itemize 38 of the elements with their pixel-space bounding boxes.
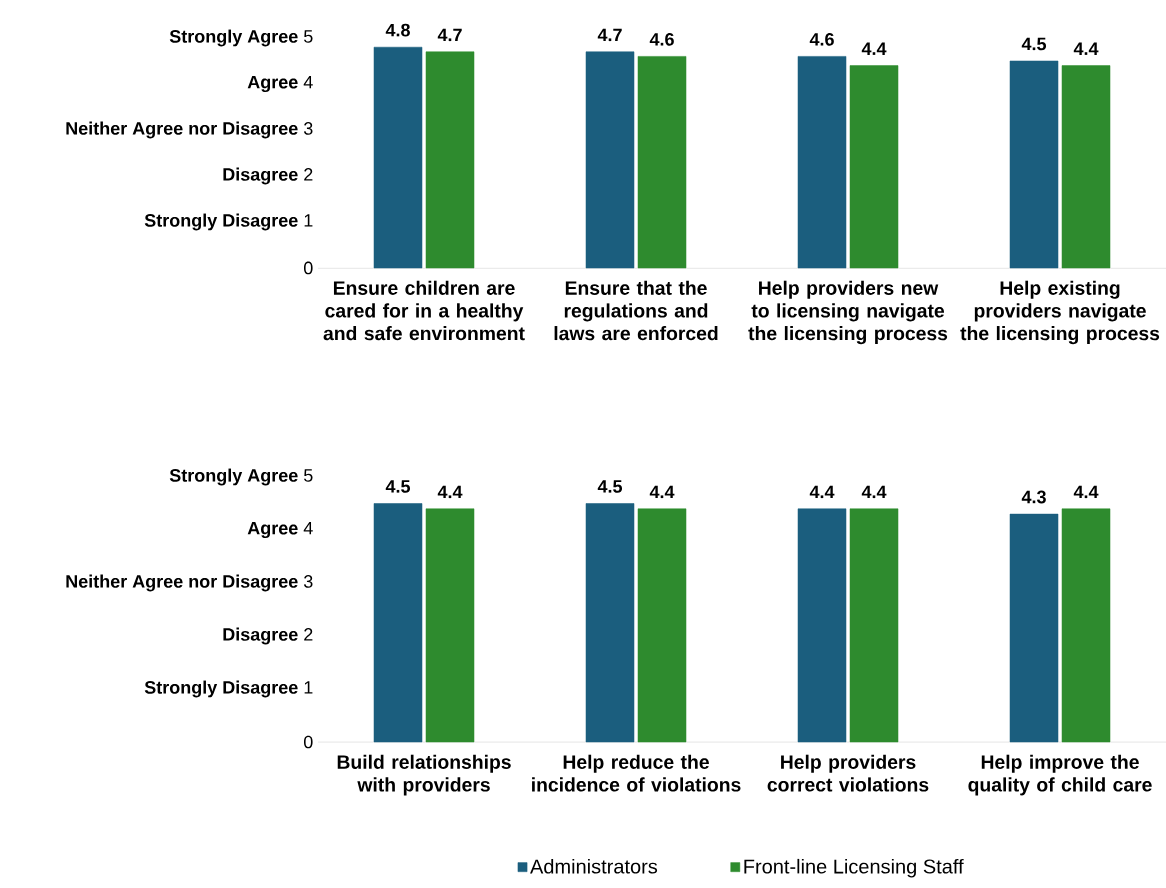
data-label: 4.6 bbox=[649, 32, 674, 46]
data-label: 4.5 bbox=[385, 480, 411, 493]
x-tick-label: Ensure children are cared for in a healthy and safe environment bbox=[323, 280, 525, 341]
data-label: 4.4 bbox=[1073, 42, 1099, 55]
y-tick-label: Neither Agree nor Disagree 3 bbox=[66, 121, 313, 139]
data-label: 4.3 bbox=[1021, 490, 1046, 504]
x-tick-label: Help providers correct violations bbox=[767, 754, 929, 792]
data-label: 4.4 bbox=[649, 485, 675, 499]
legend-label: Administrators bbox=[530, 858, 658, 874]
data-label: 4.7 bbox=[597, 28, 622, 42]
data-label: 4.4 bbox=[1073, 485, 1099, 499]
y-tick-label: Strongly Disagree 1 bbox=[144, 213, 313, 231]
data-label: 4.4 bbox=[861, 42, 887, 55]
x-tick-label: Build relationships with providers bbox=[337, 754, 511, 796]
y-tick-label: Strongly Agree 5 bbox=[169, 468, 313, 486]
x-tick-label: Help reduce the incidence of violations bbox=[532, 754, 741, 792]
y-tick-label: 0 bbox=[303, 261, 313, 275]
x-tick-label: Help existing providers navigate the licensing process bbox=[960, 280, 1160, 345]
y-tick-label: Agree 4 bbox=[247, 75, 313, 93]
x-tick-label: Help improve the quality of child care bbox=[968, 754, 1152, 796]
x-tick-label: Ensure that the regulations and laws are enforced bbox=[554, 280, 718, 341]
data-label: 4.7 bbox=[437, 28, 462, 42]
y-tick-label: Agree 4 bbox=[247, 521, 313, 539]
data-label: 4.5 bbox=[597, 480, 623, 493]
y-tick-label: 0 bbox=[303, 735, 313, 749]
data-label: 4.4 bbox=[861, 485, 887, 499]
y-tick-label: Neither Agree nor Disagree 3 bbox=[66, 574, 313, 592]
data-label: 4.4 bbox=[809, 485, 835, 499]
y-tick-label: Strongly Disagree 1 bbox=[144, 680, 313, 698]
y-tick-label: Disagree 2 bbox=[223, 167, 313, 185]
data-label: 4.4 bbox=[437, 485, 463, 499]
data-label: 4.5 bbox=[1021, 37, 1047, 51]
y-tick-label: Strongly Agree 5 bbox=[169, 29, 313, 47]
legend-label: Front-line Licensing Staff bbox=[744, 858, 964, 878]
data-label: 4.6 bbox=[809, 32, 834, 46]
y-tick-label: Disagree 2 bbox=[223, 627, 313, 645]
data-label: 4.8 bbox=[385, 23, 410, 37]
x-tick-label: Help providers new to licensing navigate the licensing process bbox=[748, 280, 948, 345]
